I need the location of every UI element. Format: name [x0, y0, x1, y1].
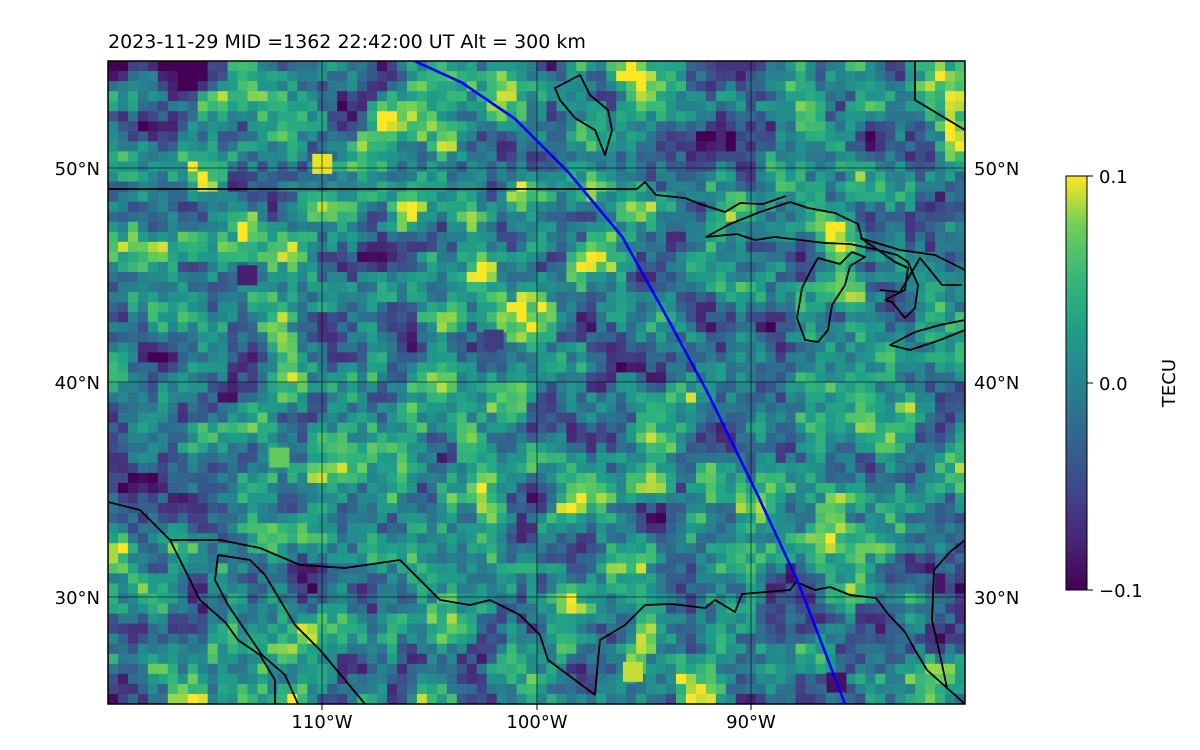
map-panel [108, 61, 965, 704]
hudson-bay-east [914, 61, 965, 131]
mexico-pacific-coast [108, 501, 276, 704]
us-mexico-border [170, 539, 596, 696]
gulf-of-california [217, 554, 366, 704]
lat-tick-label: 30°N [974, 588, 1019, 609]
us-canada-border [108, 181, 787, 213]
lake-huron [877, 249, 919, 319]
lon-tick-label: 100°W [506, 712, 567, 733]
satellite-track [413, 61, 847, 704]
colorbar-tick-label: 0.0 [1099, 374, 1128, 395]
florida [931, 539, 965, 689]
hudson-bay [554, 74, 613, 156]
lower-peninsula [879, 257, 962, 293]
colorbar: 0.1 0.0 −0.1 TECU [1065, 167, 1180, 602]
graticule [108, 61, 965, 704]
gulf-coast [594, 581, 965, 704]
coastlines-borders [108, 61, 965, 704]
lat-tick-label: 50°N [55, 159, 100, 180]
lat-tick-label: 30°N [55, 588, 100, 609]
lon-tick-label: 90°W [726, 712, 776, 733]
lake-erie-ontario [889, 319, 965, 351]
lat-tick-label: 40°N [55, 373, 100, 394]
great-lakes-east [859, 237, 965, 271]
lon-ticks: 110°W 100°W 90°W [291, 704, 776, 733]
colorbar-tick-label: −0.1 [1099, 581, 1143, 602]
colorbar-tick-label: 0.1 [1099, 167, 1128, 188]
lake-superior [705, 201, 879, 251]
lat-ticks-left: 50°N 40°N 30°N [55, 159, 100, 609]
lake-michigan [796, 251, 866, 343]
lat-ticks-right: 50°N 40°N 30°N [974, 159, 1019, 609]
baja-peninsula [214, 554, 299, 704]
colorbar-label: TECU [1159, 359, 1180, 408]
lat-tick-label: 50°N [974, 159, 1019, 180]
map-title: 2023-11-29 MID =1362 22:42:00 UT Alt = 3… [108, 31, 586, 53]
lon-tick-label: 110°W [291, 712, 352, 733]
colorbar-gradient [1065, 175, 1088, 591]
lat-tick-label: 40°N [974, 373, 1019, 394]
